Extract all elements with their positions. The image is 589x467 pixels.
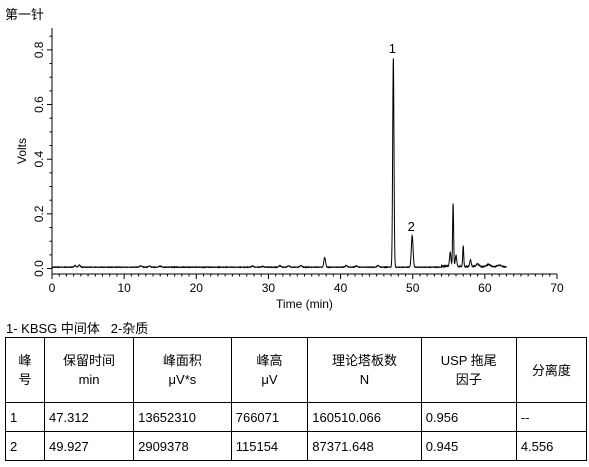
chart-title: 第一针 [5,7,45,22]
table-cell: 47.312 [43,402,135,432]
chromatogram-trace [51,58,507,269]
y-tick-label: 0.8 [32,41,46,58]
x-tick-label: 30 [262,281,276,295]
table-header-row: 峰号保留时间 min 峰面积 μV*s 峰高 μV 理论塔板数 N USP 拖尾 因子 分离度 [5,337,588,403]
table-cell: 49.927 [43,431,135,461]
peak-label: 2 [408,219,415,234]
table-cell: 160510.066 [307,402,422,432]
table-cell: 0.945 [420,431,517,461]
table-header-cell: 峰面积 μV*s [133,337,232,403]
y-tick-label: 0.0 [32,260,46,277]
table-cell: 2 [5,431,45,461]
peak-label: 1 [389,41,396,56]
x-tick-label: 60 [478,281,492,295]
table-cell: -- [515,402,588,432]
chart-plot-area: 12 [51,41,507,269]
table-cell: 1 [5,402,45,432]
table-row: 2 49.927 2909378 115154 87371.648 0.945 4.556 [5,431,588,461]
chromatogram-chart: 0 10 20 30 40 50 60 70 0.0 0.2 0.4 0.6 0.8 Time (min)… [15,28,564,311]
peak-legend: 1- KBSG 中间体 2-杂质 [6,321,149,336]
x-axis-label: Time (min) [276,297,333,311]
table-cell: 13652310 [133,402,232,432]
table-header-cell: USP 拖尾 因子 [420,337,517,403]
table-cell: 115154 [230,431,309,461]
x-tick-label: 0 [49,281,56,295]
x-tick-label: 40 [334,281,348,295]
chart-axes: 0 10 20 30 40 50 60 70 0.0 0.2 0.4 0.6 0.8 Time (min)… [15,28,564,311]
table-cell: 87371.648 [307,431,422,461]
table-header-cell: 理论塔板数 N [307,337,422,403]
table-cell: 4.556 [515,431,588,461]
table-body: 1 47.312 13652310 766071 160510.066 0.956 -- 2 4… [5,402,588,461]
y-tick-label: 0.2 [32,205,46,222]
y-tick-label: 0.4 [32,151,46,168]
x-tick-label: 50 [406,281,420,295]
table-header-cell: 分离度 [515,337,588,403]
table-cell: 2909378 [133,431,232,461]
y-tick-label: 0.6 [32,96,46,113]
table-header-cell: 峰号 [5,337,45,403]
table-row: 1 47.312 13652310 766071 160510.066 0.956 -- [5,402,588,432]
table-header-cell: 保留时间 min [43,337,135,403]
y-axis-label: Volts [15,138,29,164]
x-tick-label: 10 [117,281,131,295]
table-cell: 766071 [230,402,309,432]
table-cell: 0.956 [420,402,517,432]
x-tick-label: 70 [550,281,564,295]
x-tick-label: 20 [190,281,204,295]
table-header-cell: 峰高 μV [230,337,309,403]
